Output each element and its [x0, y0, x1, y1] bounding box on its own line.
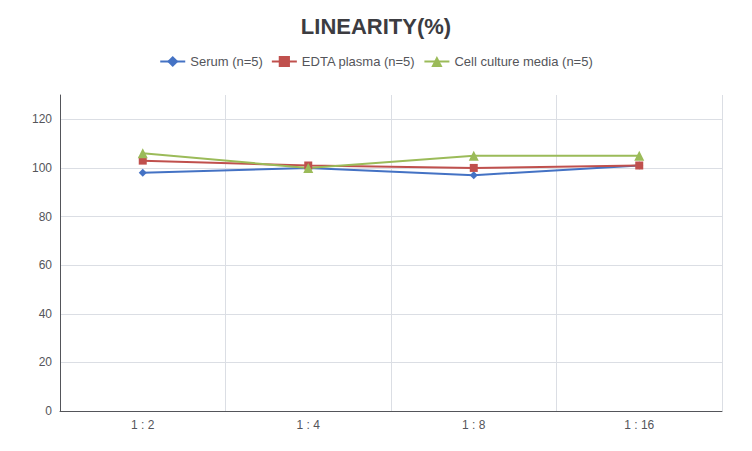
svg-text:80: 80	[39, 210, 53, 224]
svg-text:100: 100	[32, 161, 52, 175]
svg-text:1 : 8: 1 : 8	[462, 418, 486, 432]
svg-text:Cell culture media (n=5): Cell culture media (n=5)	[454, 54, 592, 69]
svg-text:0: 0	[45, 404, 52, 418]
svg-text:Serum (n=5): Serum (n=5)	[190, 54, 263, 69]
svg-text:60: 60	[39, 258, 53, 272]
svg-text:1 : 16: 1 : 16	[624, 418, 654, 432]
svg-text:1 : 2: 1 : 2	[131, 418, 155, 432]
svg-text:LINEARITY(%): LINEARITY(%)	[301, 14, 451, 39]
svg-text:20: 20	[39, 355, 53, 369]
svg-text:40: 40	[39, 307, 53, 321]
svg-text:1 : 4: 1 : 4	[297, 418, 321, 432]
svg-text:120: 120	[32, 112, 52, 126]
svg-text:EDTA plasma (n=5): EDTA plasma (n=5)	[302, 54, 415, 69]
